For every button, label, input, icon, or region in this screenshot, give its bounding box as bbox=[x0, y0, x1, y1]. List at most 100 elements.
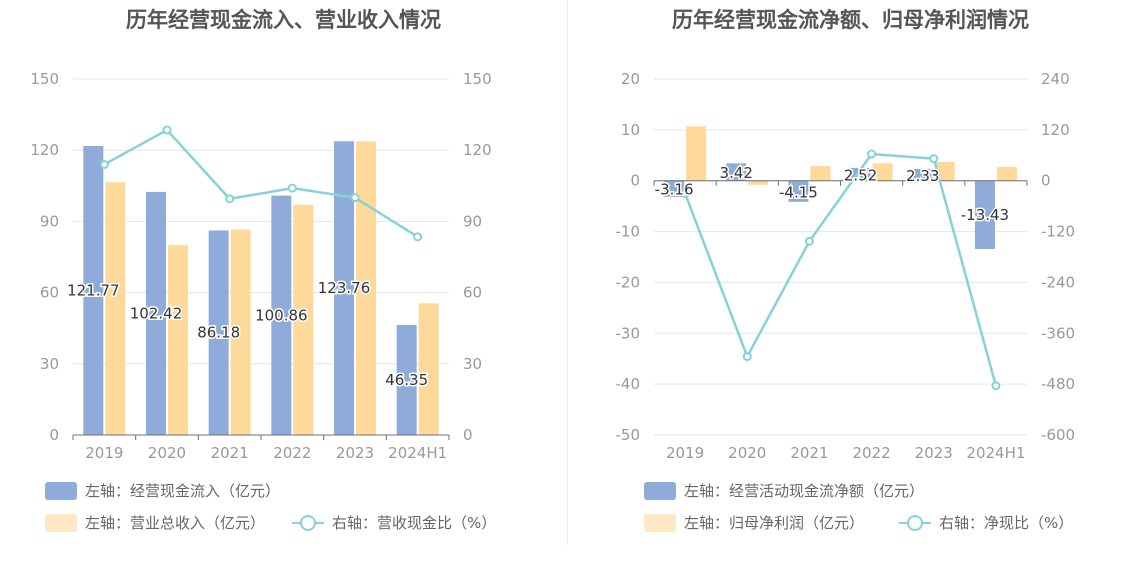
x-axis-category-label: 2023 bbox=[336, 444, 374, 462]
legend-label: 左轴：营业总收入（亿元） bbox=[85, 514, 266, 532]
left-axis-tick-label: 0 bbox=[630, 172, 640, 190]
bar-series-1 bbox=[396, 324, 417, 435]
legend-item-net-cash-ratio[interactable]: 右轴：净现比（%） bbox=[899, 512, 1073, 533]
left-axis-tick-label: 20 bbox=[621, 70, 640, 88]
left-axis-tick-label: 0 bbox=[49, 426, 59, 444]
line-point bbox=[99, 159, 109, 169]
left-axis-tick-label: 60 bbox=[40, 284, 59, 302]
right-axis-tick-label: 0 bbox=[463, 426, 473, 444]
chart-panel-cash-inflow: 0 30 60 90 120 150 0 30 60 90 120 150 2019 2020 2021 20… bbox=[30, 8, 496, 533]
left-axis-tick-label: -20 bbox=[616, 273, 641, 291]
left-axis-tick-label: 10 bbox=[621, 121, 640, 139]
legend-item-net-profit[interactable]: 左轴：归母净利润（亿元） bbox=[644, 512, 864, 533]
legend-swatch-orange bbox=[45, 513, 77, 532]
left-axis-tick-label: -30 bbox=[616, 324, 641, 342]
line-point bbox=[991, 381, 1001, 391]
legend-item-revenue[interactable]: 左轴：营业总收入（亿元） bbox=[45, 512, 265, 533]
bar-series-2 bbox=[810, 165, 831, 181]
legend-swatch-blue bbox=[644, 481, 676, 500]
bar-series-2 bbox=[418, 303, 439, 435]
bar-series-2 bbox=[293, 204, 314, 435]
line-point bbox=[225, 194, 235, 204]
chart-panel-net-cash-flow: -50 -40 -30 -20 -10 0 10 20 -600 -480 -360 -240 -120… bbox=[567, 0, 1134, 582]
bar-series-1 bbox=[912, 168, 933, 181]
bar-series-2 bbox=[872, 163, 893, 181]
right-axis-tick-label: 240 bbox=[1041, 70, 1070, 88]
bar-series-2 bbox=[686, 126, 707, 181]
x-axis-category-label: 2022 bbox=[852, 444, 890, 462]
bar-data-label: -4.15 bbox=[779, 183, 818, 201]
bar-data-label: -13.43 bbox=[961, 206, 1009, 224]
left-axis-tick-label: 150 bbox=[30, 70, 59, 88]
bar-data-label: 102.42 bbox=[130, 304, 183, 322]
bar-series-2 bbox=[996, 166, 1017, 181]
bar-series-2 bbox=[356, 141, 376, 435]
legend-item-cash-inflow[interactable]: 左轴：经营现金流入（亿元） bbox=[45, 480, 280, 501]
right-axis-tick-label: 0 bbox=[1041, 172, 1051, 190]
line-point bbox=[287, 183, 297, 193]
line-point bbox=[350, 193, 360, 203]
right-axis-tick-label: -480 bbox=[1041, 375, 1075, 393]
x-axis-category-label: 2023 bbox=[915, 444, 953, 462]
line-point bbox=[867, 149, 877, 159]
legend-swatch-orange bbox=[644, 513, 676, 532]
bar-data-label: 123.76 bbox=[318, 279, 371, 297]
x-axis-category-label: 2021 bbox=[211, 444, 249, 462]
bar-data-label: 2.33 bbox=[906, 167, 939, 185]
line-point bbox=[680, 188, 690, 198]
bar-series-1 bbox=[271, 195, 292, 435]
bar-data-label: 3.42 bbox=[720, 164, 753, 182]
bar-series-1 bbox=[146, 191, 166, 435]
right-axis-tick-label: 120 bbox=[463, 141, 492, 159]
right-axis-tick-label: 60 bbox=[463, 284, 482, 302]
right-axis-tick-label: -360 bbox=[1041, 324, 1075, 342]
legend-item-net-cash-flow[interactable]: 左轴：经营活动现金流净额（亿元） bbox=[644, 480, 924, 501]
bar-data-label: 46.35 bbox=[385, 371, 428, 389]
x-axis-category-label: 2020 bbox=[148, 444, 186, 462]
legend-label: 左轴：经营活动现金流净额（亿元） bbox=[684, 482, 925, 500]
bar-data-label: 86.18 bbox=[197, 324, 240, 342]
line-point bbox=[742, 352, 752, 362]
left-axis-tick-label: 90 bbox=[40, 212, 59, 230]
legend-label: 左轴：经营现金流入（亿元） bbox=[85, 482, 281, 500]
right-axis-tick-label: 30 bbox=[463, 355, 482, 373]
right-axis-tick-label: -240 bbox=[1041, 273, 1075, 291]
left-axis-tick-label: 120 bbox=[30, 141, 59, 159]
x-axis-category-label: 2020 bbox=[728, 444, 766, 462]
chart-cash-inflow-svg: 0 30 60 90 120 150 0 30 60 90 120 150 2019 2020 2021 20… bbox=[30, 70, 492, 462]
left-axis-tick-label: -50 bbox=[616, 426, 641, 444]
left-axis-tick-label: -10 bbox=[616, 223, 641, 241]
bar-series-1 bbox=[208, 230, 229, 435]
x-axis-category-label: 2024H1 bbox=[388, 444, 447, 462]
chart-title: 历年经营现金流入、营业收入情况 bbox=[126, 8, 441, 32]
line-point bbox=[413, 232, 423, 242]
line-point bbox=[804, 236, 814, 246]
chart-net-cash-flow-svg: -50 -40 -30 -20 -10 0 10 20 -600 -480 -360 -240 -120… bbox=[616, 70, 1076, 462]
bar-series-1 bbox=[788, 180, 809, 202]
bar-series-1 bbox=[974, 180, 995, 250]
right-axis-tick-label: -600 bbox=[1041, 426, 1075, 444]
x-axis-category-label: 2022 bbox=[273, 444, 311, 462]
legend-line-marker-icon bbox=[292, 514, 324, 532]
x-axis-category-label: 2019 bbox=[85, 444, 123, 462]
x-axis-category-label: 2021 bbox=[790, 444, 828, 462]
bar-data-label: 121.77 bbox=[67, 281, 120, 299]
right-axis-tick-label: 90 bbox=[463, 212, 482, 230]
right-axis-tick-label: 150 bbox=[463, 70, 492, 88]
x-axis-category-label: 2019 bbox=[666, 444, 704, 462]
bar-series-2 bbox=[748, 180, 769, 185]
legend-label: 右轴：净现比（%） bbox=[939, 514, 1074, 532]
legend-label: 左轴：归母净利润（亿元） bbox=[684, 514, 865, 532]
bar-series-2 bbox=[230, 229, 251, 435]
bar-series-1 bbox=[664, 180, 685, 197]
line-series-ratio bbox=[103, 128, 419, 238]
legend-item-revenue-cash-ratio[interactable]: 右轴：营收现金比（%） bbox=[292, 512, 496, 533]
bar-series-2 bbox=[168, 245, 188, 435]
bar-data-label: -3.16 bbox=[655, 181, 694, 199]
bar-data-label: 100.86 bbox=[255, 306, 308, 324]
chart-title: 历年经营现金流净额、归母净利润情况 bbox=[672, 8, 1029, 32]
left-axis-tick-label: -40 bbox=[616, 375, 641, 393]
bar-series-1 bbox=[334, 141, 354, 436]
bar-series-2 bbox=[105, 182, 126, 435]
legend-line-marker-icon bbox=[899, 514, 931, 532]
